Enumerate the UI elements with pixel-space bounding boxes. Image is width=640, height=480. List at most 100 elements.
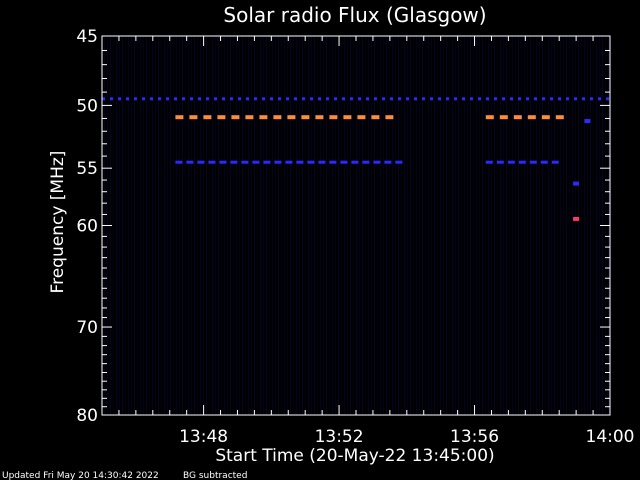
background-streak bbox=[452, 36, 453, 415]
background-streak bbox=[290, 36, 291, 415]
emission-band-dash bbox=[446, 97, 449, 101]
emission-band-dash bbox=[329, 115, 338, 120]
background-streak bbox=[443, 36, 444, 415]
emission-band-dash bbox=[494, 97, 497, 101]
background-streak bbox=[335, 36, 336, 415]
emission-band-dash bbox=[485, 160, 493, 164]
emission-band-dash bbox=[395, 160, 403, 164]
background-streak bbox=[122, 36, 123, 415]
emission-spot bbox=[573, 181, 580, 186]
background-streak bbox=[566, 36, 567, 415]
background-streak bbox=[146, 36, 147, 415]
background-streak bbox=[299, 36, 300, 415]
background-streak bbox=[113, 36, 114, 415]
background-streak bbox=[320, 36, 321, 415]
background-streak bbox=[197, 36, 198, 415]
background-streak bbox=[470, 36, 471, 415]
emission-band-dash bbox=[518, 97, 521, 101]
chart-title: Solar radio Flux (Glasgow) bbox=[223, 3, 486, 27]
emission-band-dash bbox=[190, 97, 193, 101]
background-streak bbox=[560, 36, 561, 415]
background-streak bbox=[245, 36, 246, 415]
emission-band-dash bbox=[526, 97, 529, 101]
y-tick-label: 80 bbox=[76, 406, 98, 426]
background-streak bbox=[590, 36, 591, 415]
emission-band-dash bbox=[371, 115, 380, 120]
background-streak bbox=[296, 36, 297, 415]
background-streak bbox=[257, 36, 258, 415]
emission-band-dash bbox=[382, 97, 385, 101]
background-streak bbox=[386, 36, 387, 415]
background-streak bbox=[584, 36, 585, 415]
background-streak bbox=[326, 36, 327, 415]
background-streak bbox=[308, 36, 309, 415]
emission-band-dash bbox=[118, 97, 121, 101]
emission-band-dash bbox=[550, 97, 553, 101]
emission-band-dash bbox=[217, 115, 226, 120]
background-streak bbox=[428, 36, 429, 415]
background-streak bbox=[362, 36, 363, 415]
background-streak bbox=[371, 36, 372, 415]
axes: 45 50 55 60 70 80 13:48 13:52 13:56 14:00 bbox=[76, 27, 634, 447]
emission-band-dash bbox=[263, 160, 271, 164]
background-streak bbox=[596, 36, 597, 415]
emission-spot bbox=[573, 216, 580, 221]
emission-band-dash bbox=[527, 115, 536, 120]
emission-band-dash bbox=[499, 115, 508, 120]
background-streak bbox=[152, 36, 153, 415]
emission-band-dash bbox=[518, 160, 526, 164]
background-streak bbox=[155, 36, 156, 415]
background-streak bbox=[182, 36, 183, 415]
emission-band-dash bbox=[270, 97, 273, 101]
background-streak bbox=[341, 36, 342, 415]
emission-band-dash bbox=[350, 97, 353, 101]
background-streak bbox=[134, 36, 135, 415]
emission-band-dash bbox=[438, 97, 441, 101]
emission-band-dash bbox=[540, 160, 548, 164]
background-streak bbox=[512, 36, 513, 415]
background-streak bbox=[527, 36, 528, 415]
background-streak bbox=[518, 36, 519, 415]
footer-bg-note: BG subtracted bbox=[183, 471, 247, 480]
emission-band-dash bbox=[259, 115, 268, 120]
background-streak bbox=[575, 36, 576, 415]
background-streak bbox=[377, 36, 378, 415]
background-streak bbox=[329, 36, 330, 415]
background-streak bbox=[572, 36, 573, 415]
background-streak bbox=[218, 36, 219, 415]
background-streak bbox=[287, 36, 288, 415]
background-streak bbox=[281, 36, 282, 415]
y-tick-label: 45 bbox=[76, 27, 98, 47]
emission-band-dash bbox=[534, 97, 537, 101]
background-streak bbox=[353, 36, 354, 415]
emission-band-dash bbox=[307, 160, 315, 164]
background-streak bbox=[425, 36, 426, 415]
emission-band-dash bbox=[134, 97, 137, 101]
background-streak bbox=[116, 36, 117, 415]
emission-band-dash bbox=[126, 97, 129, 101]
emission-band-dash bbox=[110, 97, 113, 101]
emission-band-dash bbox=[430, 97, 433, 101]
emission-band-dash bbox=[222, 97, 225, 101]
emission-band-dash bbox=[198, 97, 201, 101]
background-streak bbox=[434, 36, 435, 415]
emission-band-dash bbox=[414, 97, 417, 101]
background-streak bbox=[494, 36, 495, 415]
background-streak bbox=[305, 36, 306, 415]
emission-band-dash bbox=[329, 160, 337, 164]
emission-band-dash bbox=[175, 160, 183, 164]
emission-band-dash bbox=[373, 160, 381, 164]
background-streak bbox=[164, 36, 165, 415]
background-streak bbox=[302, 36, 303, 415]
background-streak bbox=[317, 36, 318, 415]
background-streak bbox=[431, 36, 432, 415]
background-streak bbox=[374, 36, 375, 415]
emission-band-dash bbox=[287, 115, 296, 120]
x-tick-label: 13:56 bbox=[450, 427, 499, 447]
background-streak bbox=[440, 36, 441, 415]
emission-band-dash bbox=[486, 97, 489, 101]
background-streak bbox=[131, 36, 132, 415]
background-streak bbox=[599, 36, 600, 415]
background-streak bbox=[344, 36, 345, 415]
